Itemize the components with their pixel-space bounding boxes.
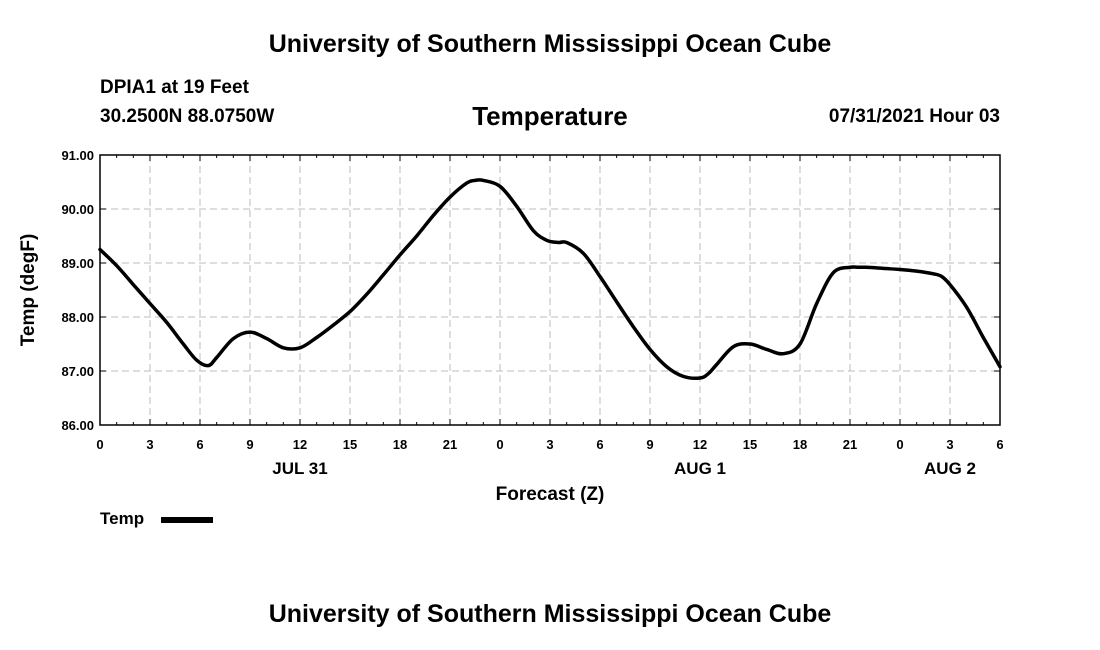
x-tick-label: 6 [996, 437, 1003, 452]
x-tick-label: 18 [793, 437, 807, 452]
date-label: JUL 31 [272, 459, 327, 478]
date-labels: JUL 31 AUG 1 AUG 2 [272, 459, 976, 478]
x-tick-label: 18 [393, 437, 407, 452]
x-tick-label: 15 [343, 437, 357, 452]
x-tick-label: 9 [246, 437, 253, 452]
x-tick-label: 3 [546, 437, 553, 452]
date-label: AUG 2 [924, 459, 976, 478]
date-label: AUG 1 [674, 459, 726, 478]
y-tick-label: 91.00 [61, 148, 94, 163]
y-tick-label: 86.00 [61, 418, 94, 433]
x-tick-label: 15 [743, 437, 757, 452]
y-axis-title: Temp (degF) [18, 234, 39, 347]
x-tick-label: 3 [146, 437, 153, 452]
x-tick-label: 9 [646, 437, 653, 452]
x-tick-label: 6 [196, 437, 203, 452]
x-tick-label: 6 [596, 437, 603, 452]
x-tick-label: 0 [496, 437, 503, 452]
bottom-title: University of Southern Mississippi Ocean… [268, 600, 832, 628]
x-tick-labels: 0 3 6 9 12 15 18 21 0 3 6 9 12 15 18 21 0 3 6 [96, 437, 1003, 452]
chart-title: Temperature [472, 101, 628, 131]
axis-ticks [99, 154, 1001, 426]
forecast-datetime: 07/31/2021 Hour 03 [828, 106, 1000, 127]
y-tick-label: 90.00 [61, 202, 94, 217]
x-axis-title: Forecast (Z) [496, 484, 605, 505]
x-tick-label: 12 [693, 437, 707, 452]
x-tick-label: 3 [946, 437, 953, 452]
x-tick-label: 21 [843, 437, 857, 452]
y-tick-labels: 86.00 87.00 88.00 89.00 90.00 91.00 [61, 148, 94, 433]
temp-series-line [98, 178, 1002, 380]
y-tick-label: 89.00 [61, 256, 94, 271]
station-coordinates: 30.2500N 88.0750W [100, 106, 275, 127]
x-tick-label: 0 [96, 437, 103, 452]
top-title: University of Southern Mississippi Ocean… [268, 30, 832, 58]
x-tick-label: 12 [293, 437, 307, 452]
x-tick-label: 0 [896, 437, 903, 452]
x-tick-label: 21 [443, 437, 457, 452]
legend-swatch-temp [161, 517, 213, 523]
y-tick-label: 88.00 [61, 310, 94, 325]
y-tick-label: 87.00 [61, 364, 94, 379]
legend-label-temp: Temp [100, 509, 145, 528]
station-name: DPIA1 at 19 Feet [100, 77, 249, 98]
grid-lines [100, 155, 1000, 425]
